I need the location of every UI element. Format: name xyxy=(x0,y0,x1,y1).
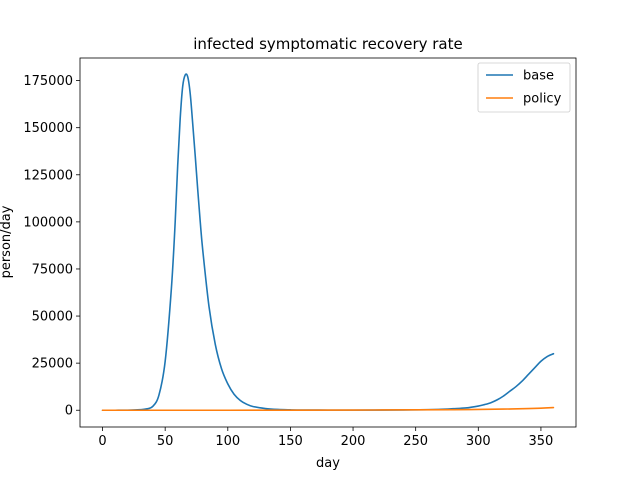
y-axis: 0 25000 50000 75000 100000 125000 150000 175000 xyxy=(23,74,80,419)
y-axis-label: person/day xyxy=(0,205,14,278)
y-tick-label: 0 xyxy=(65,404,73,419)
y-tick-label: 50000 xyxy=(32,310,73,325)
legend-label-policy: policy xyxy=(523,92,562,107)
x-tick-label: 50 xyxy=(157,434,174,449)
plot-area xyxy=(101,73,555,412)
x-tick-label: 100 xyxy=(215,434,240,449)
y-tick-label: 150000 xyxy=(23,121,73,136)
y-tick-label: 175000 xyxy=(23,74,73,89)
x-tick-label: 350 xyxy=(529,434,554,449)
y-tick-label: 125000 xyxy=(23,168,73,183)
y-tick-label: 25000 xyxy=(32,357,73,372)
series-line-policy xyxy=(101,406,555,412)
legend-label-base: base xyxy=(523,69,554,84)
y-tick-label: 100000 xyxy=(23,215,73,230)
x-tick-label: 150 xyxy=(278,434,303,449)
y-tick-label: 75000 xyxy=(32,262,73,277)
x-tick-label: 250 xyxy=(403,434,428,449)
series-line-base xyxy=(101,73,555,412)
x-tick-label: 300 xyxy=(466,434,491,449)
x-tick-label: 0 xyxy=(98,434,106,449)
x-axis-label: day xyxy=(316,456,340,471)
chart-title: infected symptomatic recovery rate xyxy=(193,35,462,53)
legend: base policy xyxy=(477,62,571,113)
x-axis: 0 50 100 150 200 250 300 350 xyxy=(98,427,553,449)
x-tick-label: 200 xyxy=(341,434,366,449)
axes-frame xyxy=(79,57,577,428)
